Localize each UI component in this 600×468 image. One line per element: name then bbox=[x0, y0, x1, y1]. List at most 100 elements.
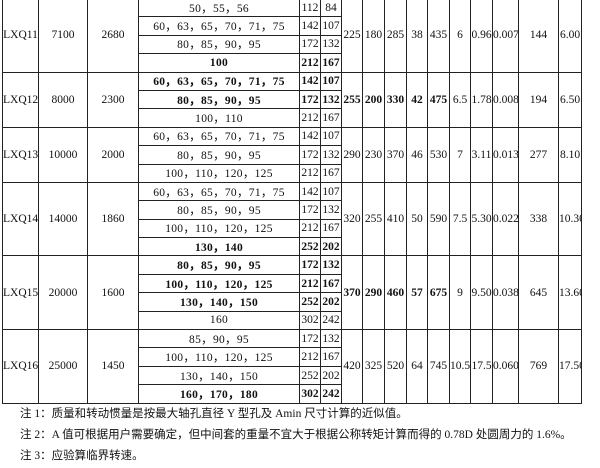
weight-cell: 10.30 bbox=[558, 181, 582, 257]
dim-D-cell: 320 bbox=[341, 181, 363, 257]
torque-cell: 20000 bbox=[38, 255, 88, 331]
mass-cell: 5.30 bbox=[470, 181, 493, 257]
model-cell: LXQ11 bbox=[2, 0, 39, 73]
bore-diameter-cell: 100，110，120，125 bbox=[138, 218, 300, 239]
torque-cell: 7100 bbox=[38, 0, 88, 73]
inertia-cell: 0.0089 bbox=[492, 71, 519, 128]
notes: 注 1：质量和转动惯量是按最大轴孔直径 Y 型孔及 Amin 尺寸计算的近似值。… bbox=[20, 404, 572, 467]
speed-cell: 1860 bbox=[87, 181, 139, 257]
dim-S-cell: 7.5 bbox=[449, 181, 471, 257]
bore-diameter-cell: 160，170，180 bbox=[138, 384, 300, 404]
weight-cell: 6.50 bbox=[558, 71, 582, 128]
length-l2-cell: 202 bbox=[320, 365, 342, 386]
dim-L0-cell: 338 bbox=[518, 181, 559, 257]
length-l1-cell: 172 bbox=[299, 34, 321, 55]
dim-S-cell: 6 bbox=[449, 0, 471, 73]
dim-L0-cell: 769 bbox=[518, 329, 559, 404]
note-1: 注 1：质量和转动惯量是按最大轴孔直径 Y 型孔及 Amin 尺寸计算的近似值。 bbox=[20, 408, 408, 420]
dim-A-cell: 530 bbox=[427, 126, 450, 183]
length-l2-cell: 242 bbox=[320, 384, 342, 404]
dim-D-cell: 370 bbox=[341, 255, 363, 331]
table-row: 160，170，180 302 242 bbox=[3, 384, 600, 404]
length-l2-cell: 107 bbox=[320, 181, 342, 202]
mass-cell: 9.50 bbox=[470, 255, 493, 331]
table-row: 160 302 242 bbox=[3, 310, 600, 331]
speed-cell: 2300 bbox=[87, 71, 139, 128]
bore-diameter-cell: 85，90，95 bbox=[138, 329, 300, 349]
dim-A-cell: 435 bbox=[427, 0, 450, 73]
dim-L0-cell: 194 bbox=[518, 71, 559, 128]
speed-cell: 2680 bbox=[87, 0, 139, 73]
bore-diameter-cell: 100 bbox=[138, 53, 300, 73]
bore-diameter-cell: 50，55，56 bbox=[138, 0, 300, 18]
speed-cell: 1450 bbox=[87, 329, 139, 404]
length-l2-cell: 132 bbox=[320, 34, 342, 55]
dim-D1-cell: 290 bbox=[362, 255, 385, 331]
length-l1-cell: 212 bbox=[299, 163, 321, 183]
inertia-cell: 0.022 bbox=[492, 181, 519, 257]
length-l1-cell: 172 bbox=[299, 200, 321, 220]
length-l2-cell: 132 bbox=[320, 200, 342, 220]
dim-S-cell: 7 bbox=[449, 126, 471, 183]
dim-D1-cell: 230 bbox=[362, 126, 385, 183]
table-row: LXQ12 8000 2300 60，63，65，70，71，75 142 107 255 2… bbox=[2, 71, 600, 128]
dim-D2-cell: 460 bbox=[384, 255, 407, 331]
dim-D-cell: 290 bbox=[341, 126, 363, 183]
weight-cell: 17.50 bbox=[558, 329, 582, 404]
length-l1-cell: 142 bbox=[299, 71, 321, 91]
length-l1-cell: 212 bbox=[299, 347, 321, 367]
length-l1-cell: 212 bbox=[299, 108, 321, 128]
length-l2-cell: 107 bbox=[320, 16, 342, 36]
length-l1-cell: 112 bbox=[299, 0, 321, 18]
table-row: 80，85，90，95 172 132 bbox=[3, 200, 600, 220]
bore-diameter-cell: 100，110 bbox=[138, 108, 300, 128]
bore-diameter-cell: 100，110，120，125 bbox=[138, 347, 300, 367]
dim-C-cell: 64 bbox=[406, 329, 428, 404]
dim-D1-cell: 180 bbox=[362, 0, 385, 73]
model-cell: LXQ14 bbox=[2, 181, 39, 257]
length-l1-cell: 172 bbox=[299, 145, 321, 165]
dim-D1-cell: 200 bbox=[362, 71, 385, 128]
table-row: LXQ11 7100 2680 50，55，56 112 84 225 180 285 38 435… bbox=[2, 0, 600, 73]
bore-diameter-cell: 80，85，90，95 bbox=[138, 255, 300, 275]
length-l1-cell: 212 bbox=[299, 273, 321, 294]
dim-C-cell: 42 bbox=[406, 71, 428, 128]
inertia-cell: 0.038 bbox=[492, 255, 519, 331]
inertia-cell: 0.0130 bbox=[492, 126, 519, 183]
length-l2-cell: 132 bbox=[320, 145, 342, 165]
mass-cell: 3.11 bbox=[470, 126, 493, 183]
dim-D-cell: 225 bbox=[341, 0, 363, 73]
bore-diameter-cell: 100，110，120，125 bbox=[138, 273, 300, 294]
mass-cell: 17.5 bbox=[470, 329, 493, 404]
bore-diameter-cell: 80，85，90，95 bbox=[138, 89, 300, 110]
bore-diameter-cell: 100，110，120，125 bbox=[138, 163, 300, 183]
table-row: 100，110，120，125 212 167 bbox=[3, 163, 600, 183]
length-l1-cell: 142 bbox=[299, 126, 321, 147]
length-l2-cell: 167 bbox=[320, 108, 342, 128]
length-l2-cell: 167 bbox=[320, 273, 342, 294]
length-l2-cell: 107 bbox=[320, 126, 342, 147]
table-row: 130，140，150 252 202 bbox=[3, 292, 600, 312]
dim-D1-cell: 255 bbox=[362, 181, 385, 257]
length-l2-cell: 132 bbox=[320, 255, 342, 275]
dim-D2-cell: 410 bbox=[384, 181, 407, 257]
torque-cell: 25000 bbox=[38, 329, 88, 404]
bore-diameter-cell: 130，140 bbox=[138, 237, 300, 257]
dim-L0-cell: 277 bbox=[518, 126, 559, 183]
length-l2-cell: 84 bbox=[320, 0, 342, 18]
model-cell: LXQ13 bbox=[2, 126, 39, 183]
length-l1-cell: 172 bbox=[299, 329, 321, 349]
length-l2-cell: 132 bbox=[320, 89, 342, 110]
bore-diameter-cell: 160 bbox=[138, 310, 300, 331]
dim-D2-cell: 285 bbox=[384, 0, 407, 73]
length-l2-cell: 167 bbox=[320, 53, 342, 73]
bore-diameter-cell: 60，63，65，70，71，75 bbox=[138, 126, 300, 147]
length-l2-cell: 167 bbox=[320, 218, 342, 239]
weight-cell: 13.60 bbox=[558, 255, 582, 331]
length-l1-cell: 172 bbox=[299, 255, 321, 275]
torque-cell: 14000 bbox=[38, 181, 88, 257]
dim-D2-cell: 520 bbox=[384, 329, 407, 404]
model-cell: LXQ15 bbox=[2, 255, 39, 331]
length-l1-cell: 302 bbox=[299, 384, 321, 404]
length-l1-cell: 252 bbox=[299, 365, 321, 386]
